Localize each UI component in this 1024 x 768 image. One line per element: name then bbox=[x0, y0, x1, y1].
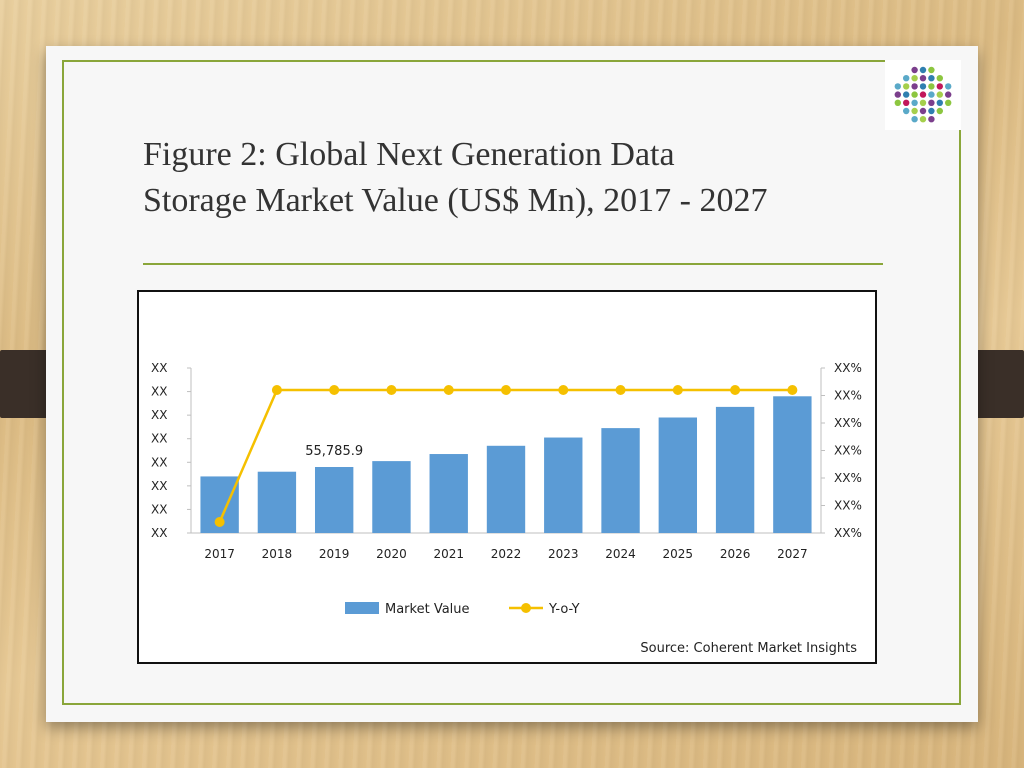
yoy-point bbox=[787, 385, 798, 395]
logo-dot bbox=[894, 99, 901, 106]
market-value-bar bbox=[715, 406, 755, 533]
left-tick-label: XX bbox=[151, 432, 167, 446]
x-tick-label: 2023 bbox=[548, 547, 579, 561]
legend-label-market-value: Market Value bbox=[385, 602, 470, 617]
market-value-bar bbox=[601, 428, 640, 533]
x-tick-label: 2022 bbox=[491, 547, 522, 561]
logo-dot bbox=[903, 83, 910, 90]
logo-dot bbox=[911, 99, 918, 106]
logo-dot bbox=[945, 99, 952, 106]
logo-dot bbox=[928, 83, 935, 90]
logo-dot bbox=[903, 75, 910, 82]
logo-dot bbox=[928, 75, 935, 82]
bar-data-label: 55,785.9 bbox=[305, 444, 363, 459]
logo-dot bbox=[894, 91, 901, 98]
legend-swatch-yoy-point bbox=[521, 603, 531, 613]
right-tick-label: XX% bbox=[834, 416, 862, 430]
left-tick-label: XX bbox=[151, 502, 167, 516]
x-tick-label: 2024 bbox=[605, 547, 636, 561]
x-tick-label: 2021 bbox=[433, 547, 464, 561]
market-value-bar bbox=[314, 467, 354, 533]
logo-dot bbox=[936, 107, 943, 115]
logo-dot bbox=[894, 83, 901, 90]
chart-container: XX XX XX XX XX XX XX XX XX% XX% XX% XX% XX% XX% XX% 201… bbox=[137, 290, 877, 664]
x-tick-label: 2019 bbox=[319, 547, 350, 561]
right-tick-label: XX% bbox=[834, 526, 862, 540]
market-value-bar bbox=[658, 417, 698, 533]
market-value-bar bbox=[372, 461, 411, 533]
yoy-point bbox=[443, 385, 454, 395]
left-tick-label: XX bbox=[151, 526, 167, 540]
logo-dot bbox=[919, 83, 927, 90]
yoy-point bbox=[615, 385, 626, 395]
title-line-1: Figure 2: Global Next Generation Data bbox=[143, 136, 675, 173]
source-note: Source: Coherent Market Insights bbox=[640, 641, 857, 656]
logo-dot bbox=[911, 66, 918, 74]
x-tick-label: 2025 bbox=[663, 547, 694, 561]
logo-dot bbox=[919, 66, 927, 74]
logo-dot bbox=[911, 91, 918, 98]
logo-dot bbox=[911, 107, 918, 115]
logo-dot bbox=[903, 91, 910, 98]
left-tick-label: XX bbox=[151, 408, 167, 422]
left-tick-label: XX bbox=[151, 479, 167, 493]
logo-dot bbox=[903, 99, 910, 106]
x-tick-label: 2026 bbox=[720, 547, 751, 561]
yoy-point bbox=[672, 385, 683, 395]
market-value-bar bbox=[544, 437, 583, 533]
x-tick-label: 2020 bbox=[376, 547, 407, 561]
logo-dot bbox=[928, 116, 935, 123]
yoy-point bbox=[501, 385, 511, 395]
logo-dot bbox=[919, 99, 927, 106]
market-value-bar bbox=[773, 396, 812, 533]
x-tick-label: 2027 bbox=[777, 547, 808, 561]
market-value-bar bbox=[257, 471, 297, 533]
logo-dot bbox=[945, 91, 952, 98]
title-line-2: Storage Market Value (US$ Mn), 2017 - 20… bbox=[143, 182, 768, 219]
market-value-bar bbox=[486, 445, 526, 533]
right-tick-label: XX% bbox=[834, 361, 862, 375]
left-tick-label: XX bbox=[151, 385, 167, 399]
yoy-point bbox=[329, 385, 340, 395]
x-tick-label: 2018 bbox=[262, 547, 293, 561]
left-tick-label: XX bbox=[151, 455, 167, 469]
logo-dot bbox=[911, 83, 918, 90]
logo-dot bbox=[936, 91, 943, 98]
logo-dot bbox=[911, 116, 918, 123]
market-value-bar bbox=[429, 454, 468, 533]
logo-dot bbox=[945, 83, 952, 90]
yoy-point bbox=[214, 517, 225, 527]
diamond-dots-logo-icon bbox=[885, 60, 961, 130]
right-tick-label: XX% bbox=[834, 499, 862, 513]
yoy-point bbox=[558, 385, 569, 395]
right-tick-label: XX% bbox=[834, 444, 862, 458]
logo-dot bbox=[919, 91, 927, 98]
legend-swatch-market-value bbox=[345, 602, 379, 614]
market-value-chart: XX XX XX XX XX XX XX XX XX% XX% XX% XX% XX% XX% XX% 201… bbox=[151, 361, 862, 617]
logo-dot bbox=[936, 83, 943, 90]
logo-dot bbox=[928, 66, 935, 74]
logo-dot bbox=[936, 75, 943, 82]
right-tick-label: XX% bbox=[834, 389, 862, 403]
logo-dot bbox=[928, 99, 935, 106]
logo-dot bbox=[936, 99, 943, 106]
yoy-point bbox=[386, 385, 397, 395]
logo-dot bbox=[928, 107, 935, 115]
x-tick-label: 2017 bbox=[204, 547, 235, 561]
logo-dot bbox=[919, 107, 927, 115]
left-tick-label: XX bbox=[151, 361, 167, 375]
yoy-point bbox=[271, 385, 282, 395]
logo-dot bbox=[928, 91, 935, 98]
slide-title: Figure 2: Global Next Generation Data St… bbox=[143, 132, 873, 224]
logo-dot bbox=[911, 75, 918, 82]
right-tick-label: XX% bbox=[834, 471, 862, 485]
legend-label-yoy: Y-o-Y bbox=[548, 602, 580, 617]
logo-dot bbox=[919, 116, 927, 123]
yoy-point bbox=[730, 385, 741, 395]
logo-dot bbox=[919, 75, 927, 82]
logo-dot bbox=[903, 107, 910, 115]
slide-frame bbox=[62, 60, 961, 705]
title-divider bbox=[143, 263, 883, 265]
